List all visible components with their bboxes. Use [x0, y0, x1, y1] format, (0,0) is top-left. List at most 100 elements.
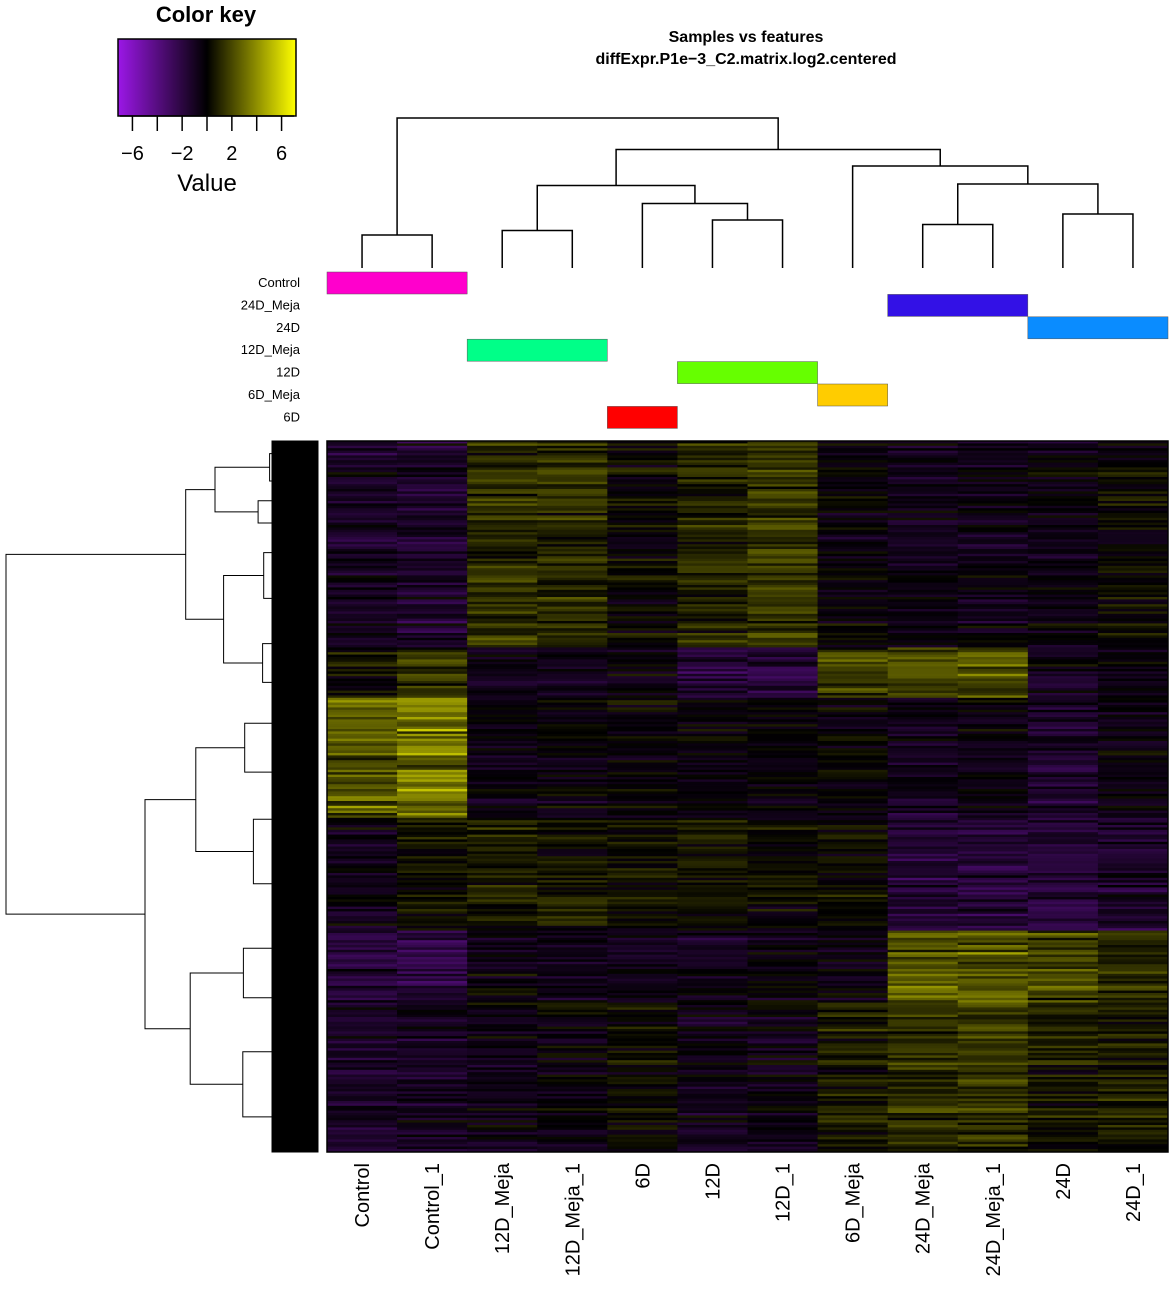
heatmap-cell: [467, 1086, 538, 1090]
heatmap-cell: [747, 1038, 818, 1042]
heatmap-cell: [957, 657, 1029, 660]
heatmap-cell: [747, 889, 818, 893]
heatmap-cell: [607, 503, 678, 507]
row-dendrogram-link: [214, 466, 270, 513]
heatmap-cell: [327, 652, 398, 655]
heatmap-cell: [1027, 947, 1099, 951]
heatmap-cell: [397, 868, 468, 871]
heatmap-cell: [817, 832, 888, 835]
heatmap-cell: [887, 1149, 959, 1152]
heatmap-cell: [1027, 1057, 1099, 1061]
heatmap-cell: [327, 469, 398, 473]
heatmap-cell: [1027, 925, 1099, 929]
heatmap-cell: [327, 928, 398, 931]
heatmap-cell: [607, 1144, 678, 1147]
heatmap-cell: [397, 443, 468, 447]
heatmap-cell: [677, 791, 748, 795]
heatmap-cell: [887, 796, 959, 799]
heatmap-cell: [957, 1115, 1029, 1119]
heatmap-cell: [1027, 837, 1099, 840]
heatmap-cell: [747, 489, 818, 492]
heatmap-cell: [537, 997, 608, 1001]
heatmap-cell: [1097, 712, 1169, 715]
heatmap-cell: [327, 767, 398, 771]
heatmap-cell: [397, 959, 468, 963]
heatmap-cell: [1097, 760, 1169, 763]
heatmap-cell: [607, 697, 678, 701]
heatmap-cell: [467, 995, 538, 999]
heatmap-cell: [467, 825, 538, 828]
heatmap-cell: [397, 568, 468, 571]
heatmap-cell: [887, 635, 959, 639]
heatmap-cell: [467, 553, 538, 557]
heatmap-cell: [887, 1024, 959, 1027]
heatmap-cell: [677, 882, 748, 886]
heatmap-cell: [537, 630, 608, 634]
heatmap-cell: [537, 1000, 608, 1003]
heatmap-cell: [1027, 1079, 1099, 1083]
heatmap-cell: [397, 731, 468, 735]
heatmap-cell: [887, 493, 959, 497]
heatmap-cell: [397, 450, 468, 454]
heatmap-cell: [467, 568, 538, 571]
heatmap-cell: [467, 589, 538, 593]
heatmap-cell: [397, 921, 468, 924]
heatmap-cell: [537, 993, 608, 996]
heatmap-cell: [1097, 529, 1169, 533]
heatmap-cell: [887, 1132, 959, 1135]
heatmap-cell: [677, 913, 748, 917]
heatmap-cell: [677, 786, 748, 790]
heatmap-cell: [537, 1089, 608, 1092]
heatmap-cell: [537, 1113, 608, 1116]
heatmap-cell: [1027, 743, 1099, 747]
heatmap-cell: [957, 937, 1029, 941]
heatmap-cell: [1027, 772, 1099, 775]
heatmap-cell: [607, 851, 678, 855]
heatmap-cell: [537, 1053, 608, 1056]
heatmap-cell: [747, 743, 818, 747]
heatmap-cell: [957, 1021, 1029, 1025]
heatmap-cell: [467, 757, 538, 761]
heatmap-cell: [677, 1005, 748, 1008]
heatmap-cell: [957, 467, 1029, 471]
heatmap-cell: [1027, 707, 1099, 711]
heatmap-cell: [817, 1057, 888, 1061]
heatmap-cell: [677, 1036, 748, 1039]
heatmap-cell: [1097, 474, 1169, 478]
heatmap-cell: [1097, 882, 1169, 886]
heatmap-cell: [677, 1089, 748, 1092]
heatmap-cell: [607, 774, 678, 778]
heatmap-cell: [397, 558, 468, 562]
heatmap-cell: [957, 1134, 1029, 1138]
heatmap-cell: [677, 863, 748, 867]
heatmap-cell: [1097, 1050, 1169, 1054]
heatmap-cell: [1027, 683, 1099, 687]
heatmap-cell: [327, 822, 398, 826]
heatmap-cell: [747, 666, 818, 670]
heatmap-cell: [817, 1048, 888, 1051]
heatmap-cell: [397, 505, 468, 509]
heatmap-cell: [1097, 551, 1169, 555]
heatmap-cell: [467, 441, 538, 444]
heatmap-cell: [677, 1110, 748, 1114]
heatmap-cell: [677, 873, 748, 876]
heatmap-cell: [817, 1120, 888, 1123]
heatmap-cell: [887, 1067, 959, 1071]
heatmap-cell: [1097, 985, 1169, 989]
heatmap-cell: [1027, 1146, 1099, 1150]
heatmap-cell: [1027, 565, 1099, 569]
heatmap-cell: [677, 997, 748, 1001]
heatmap-cell: [607, 894, 678, 898]
heatmap-cell: [607, 486, 678, 490]
heatmap-cell: [957, 563, 1029, 567]
heatmap-cell: [887, 616, 959, 619]
heatmap-cell: [327, 832, 398, 835]
heatmap-cell: [467, 1072, 538, 1075]
heatmap-cell: [747, 609, 818, 612]
heatmap-cell: [957, 719, 1029, 723]
heatmap-cell: [607, 813, 678, 816]
heatmap-cell: [607, 753, 678, 756]
heatmap-cell: [327, 803, 398, 807]
heatmap-cell: [887, 671, 959, 675]
heatmap-cell: [537, 685, 608, 689]
